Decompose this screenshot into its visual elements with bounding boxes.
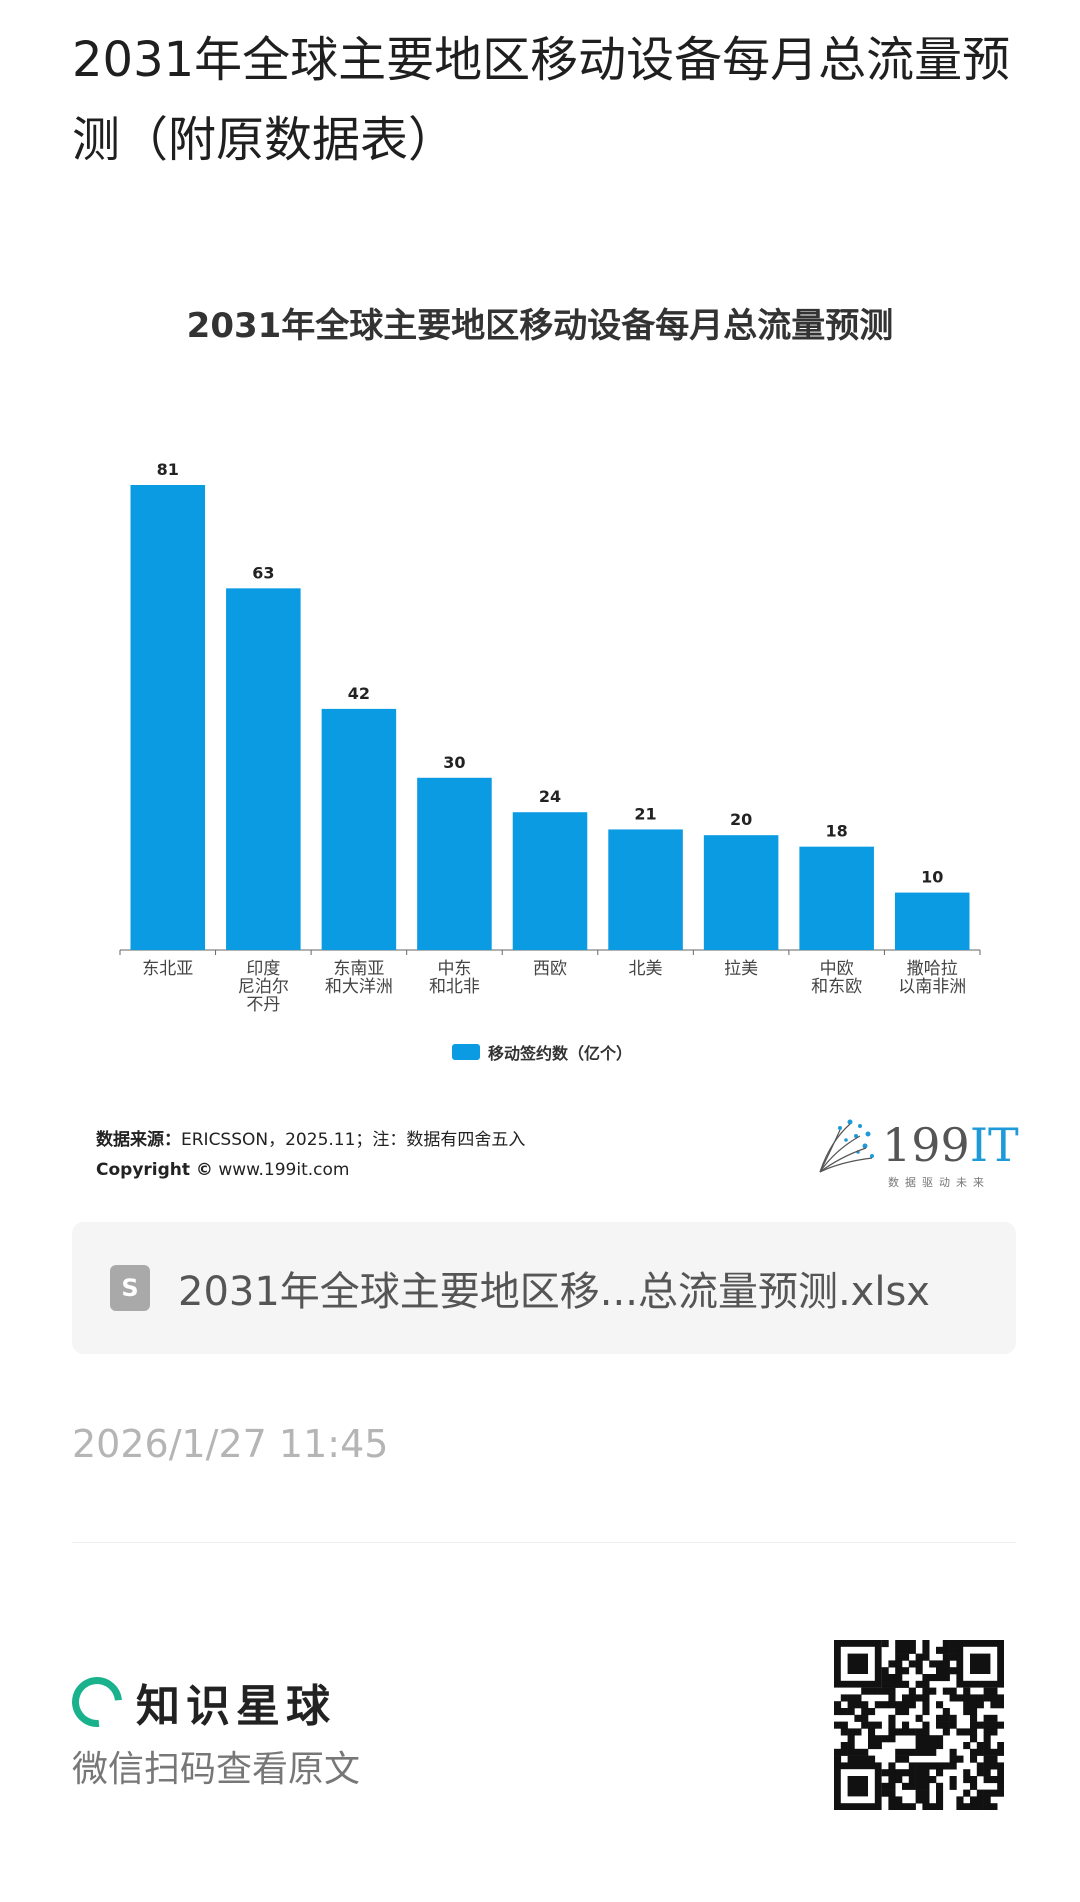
category-label: 北美 <box>629 959 663 979</box>
data-label: 20 <box>730 810 752 829</box>
bar <box>703 835 779 950</box>
data-label: 24 <box>539 787 561 806</box>
category-label: 撒哈拉以南非洲 <box>898 959 966 997</box>
divider <box>72 1542 1016 1543</box>
brand-199it-logo: 199IT 数据驱动未来 <box>810 1112 1019 1192</box>
brand-199it-name: 199IT <box>882 1118 1019 1172</box>
footer-caption: 微信扫码查看原文 <box>72 1749 361 1790</box>
data-label: 63 <box>252 563 274 582</box>
attachment-filename: 2031年全球主要地区移...总流量预测.xlsx <box>178 1269 930 1315</box>
category-label: 东南亚和大洋洲 <box>325 959 393 997</box>
chart-legend: 移动签约数（亿个） <box>452 1040 632 1064</box>
data-label: 42 <box>348 684 370 703</box>
chart-image: 2031年全球主要地区移动设备每月总流量预测 81 东北亚 63 印度尼泊尔不丹 42 东… <box>60 280 1020 1080</box>
bar <box>608 829 683 950</box>
footer-brand: 知识星球 <box>61 1666 336 1738</box>
bar <box>417 777 492 950</box>
spreadsheet-file-icon: S <box>110 1265 150 1311</box>
bar <box>799 846 874 950</box>
qr-code[interactable] <box>834 1640 1004 1810</box>
legend-swatch <box>452 1044 480 1060</box>
copyright-url: www.199it.com <box>218 1160 350 1180</box>
bar <box>894 892 970 950</box>
dandelion-icon <box>819 1119 874 1173</box>
data-label: 81 <box>157 460 179 479</box>
bar <box>130 485 206 950</box>
bar <box>226 588 301 950</box>
legend-label: 移动签约数（亿个） <box>488 1044 633 1063</box>
footer-brand-name: 知识星球 <box>136 1681 336 1732</box>
category-label: 中欧和东欧 <box>811 959 862 997</box>
category-label: 拉美 <box>724 959 758 979</box>
data-label: 10 <box>921 868 943 887</box>
zsxq-logo-icon <box>61 1666 133 1738</box>
post-timestamp: 2026/1/27 11:45 <box>72 1422 389 1466</box>
data-label: 18 <box>826 822 848 841</box>
source-label: 数据来源： <box>96 1130 181 1150</box>
bar <box>321 708 397 950</box>
page-title: 2031年全球主要地区移动设备每月总流量预测（附原数据表） <box>72 32 1011 168</box>
brand-slogan: 数据驱动未来 <box>888 1176 990 1189</box>
category-label: 西欧 <box>533 959 567 979</box>
attachment-card[interactable]: S 2031年全球主要地区移...总流量预测.xlsx <box>72 1222 1016 1354</box>
copyright-label: Copyright © <box>96 1160 213 1180</box>
source-text: ERICSSON，2025.11；注：数据有四舍五入 <box>181 1130 526 1150</box>
category-label: 中东和北非 <box>429 959 480 997</box>
bar <box>512 812 588 950</box>
category-label: 东北亚 <box>142 959 193 979</box>
source-block: 数据来源：ERICSSON，2025.11；注：数据有四舍五入 Copyrigh… <box>96 1125 525 1185</box>
bar-chart: 81 东北亚 63 印度尼泊尔不丹 42 东南亚和大洋洲 30 中东和北非 24 西欧 21 北美 20… <box>119 460 981 1015</box>
category-label: 印度尼泊尔不丹 <box>238 959 289 1015</box>
chart-title: 2031年全球主要地区移动设备每月总流量预测 <box>186 306 894 346</box>
data-label: 21 <box>634 804 656 823</box>
data-label: 30 <box>443 753 465 772</box>
